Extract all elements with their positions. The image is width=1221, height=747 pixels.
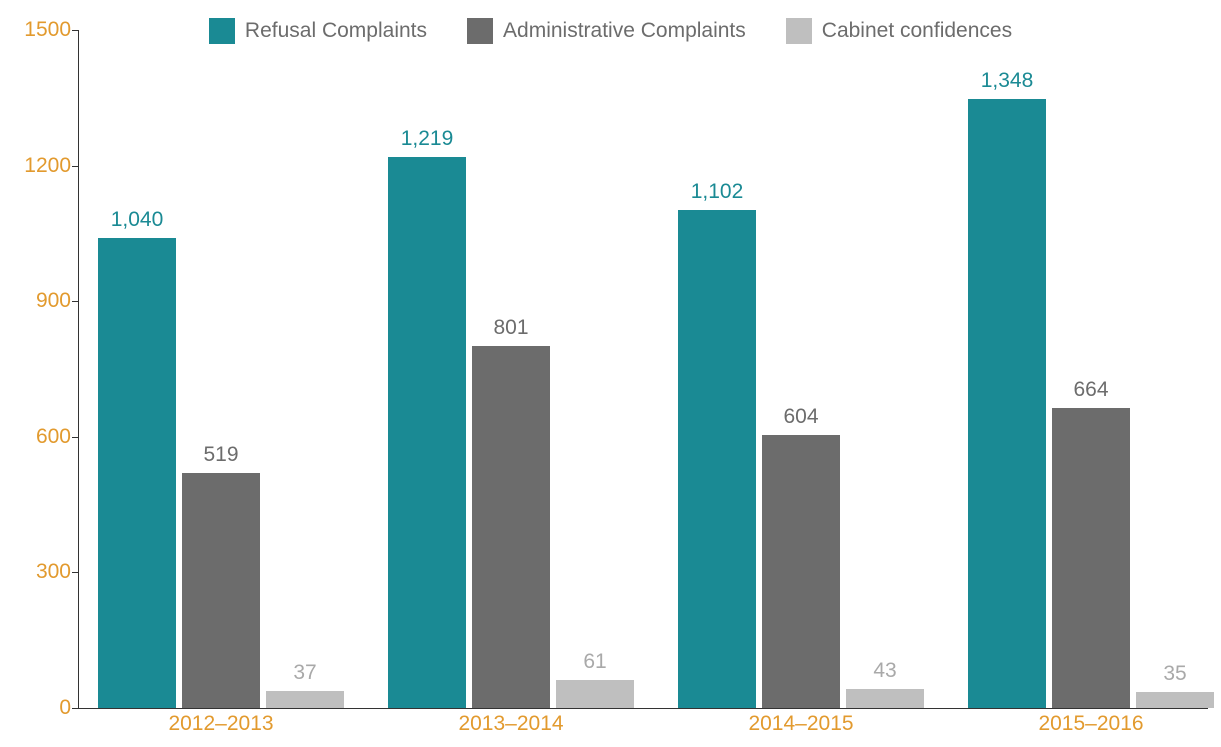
- x-axis-label: 2012–2013: [168, 712, 273, 736]
- bar: [968, 99, 1046, 708]
- bar-value-label: 801: [493, 316, 528, 340]
- bar-value-label: 43: [873, 659, 896, 683]
- y-axis-label: 0: [11, 696, 71, 720]
- bar: [678, 210, 756, 708]
- y-axis-label: 300: [11, 560, 71, 584]
- bar: [846, 689, 924, 708]
- bar: [98, 238, 176, 708]
- y-tick: [72, 708, 78, 709]
- bar: [388, 157, 466, 708]
- bar: [182, 473, 260, 708]
- bar-value-label: 37: [293, 661, 316, 685]
- bar: [1136, 692, 1214, 708]
- bar: [1052, 408, 1130, 708]
- bar-value-label: 1,040: [111, 208, 164, 232]
- bar: [266, 691, 344, 708]
- bar: [556, 680, 634, 708]
- bar: [762, 435, 840, 708]
- x-axis-line: [78, 708, 1208, 709]
- bar-value-label: 519: [203, 443, 238, 467]
- bar-value-label: 35: [1163, 662, 1186, 686]
- bar-value-label: 604: [783, 405, 818, 429]
- bar: [472, 346, 550, 708]
- bar-value-label: 1,348: [981, 69, 1034, 93]
- complaints-bar-chart: Refusal Complaints Administrative Compla…: [0, 0, 1221, 747]
- y-axis-label: 600: [11, 425, 71, 449]
- bar-value-label: 1,219: [401, 127, 454, 151]
- x-axis-label: 2015–2016: [1038, 712, 1143, 736]
- y-axis-label: 900: [11, 289, 71, 313]
- bars-wrapper: 1,040 519 37 1,219 801 61 1,102 604 43 1,348 664 35: [78, 30, 1208, 708]
- x-axis-label: 2014–2015: [748, 712, 853, 736]
- x-axis-label: 2013–2014: [458, 712, 563, 736]
- bar-value-label: 664: [1073, 378, 1108, 402]
- bar-value-label: 61: [583, 650, 606, 674]
- bar-value-label: 1,102: [691, 180, 744, 204]
- y-axis-label: 1500: [11, 18, 71, 42]
- y-axis-label: 1200: [11, 154, 71, 178]
